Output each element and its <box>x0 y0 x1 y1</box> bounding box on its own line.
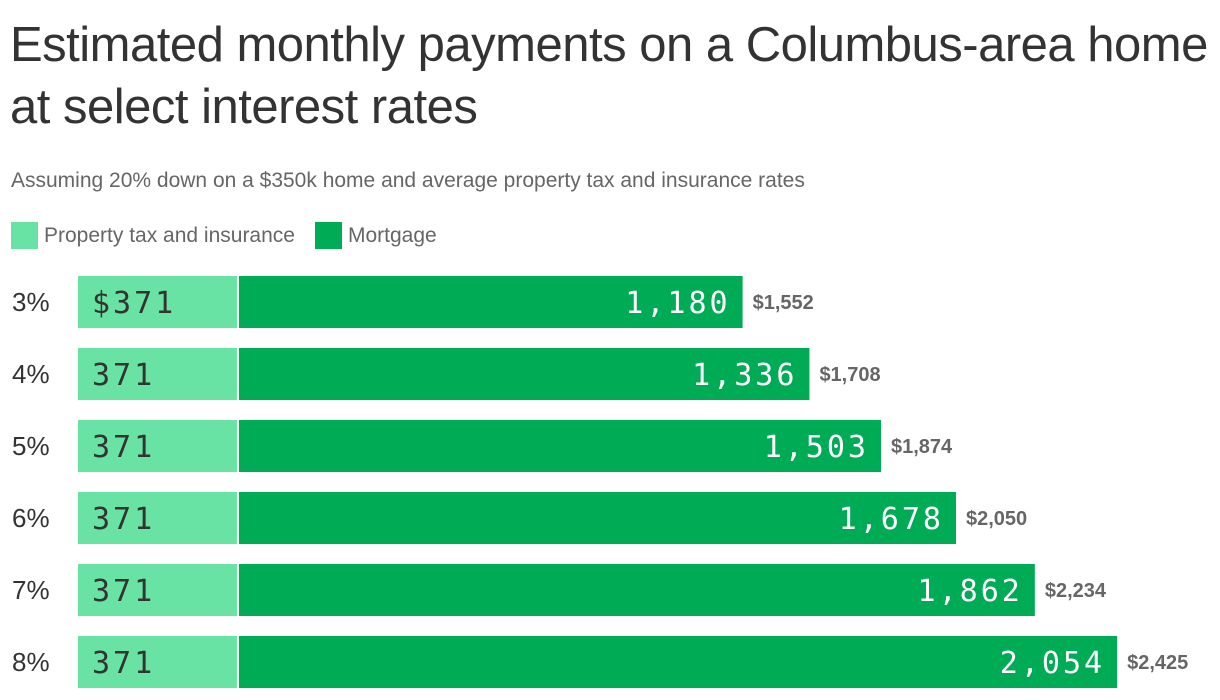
bar-label-mortgage: 2,054 <box>1000 646 1105 681</box>
bar-segment-mortgage <box>238 636 1118 688</box>
bar-label-mortgage: 1,678 <box>839 502 944 537</box>
bar-segment-property-tax <box>78 564 237 616</box>
bar-total-label: $1,552 <box>753 292 814 314</box>
bar-total-label: $2,234 <box>1045 580 1107 602</box>
bar-total-label: $1,708 <box>819 364 880 386</box>
rate-label: 6% <box>12 503 50 533</box>
rate-label: 5% <box>12 431 50 461</box>
bar-label-property-tax: 371 <box>92 646 155 681</box>
bar-segment-mortgage <box>238 492 956 544</box>
chart-subtitle: Assuming 20% down on a $350k home and av… <box>11 169 805 192</box>
bar-segment-mortgage <box>238 564 1035 616</box>
chart-title: Estimated monthly payments on a Columbus… <box>10 18 1208 134</box>
legend-swatch-property-tax <box>11 222 38 249</box>
bar-label-property-tax: 371 <box>92 358 155 393</box>
bar-total-label: $2,425 <box>1127 652 1188 674</box>
bar-segment-property-tax <box>78 420 237 472</box>
rate-label: 7% <box>12 575 50 605</box>
legend-label-property-tax: Property tax and insurance <box>44 223 295 247</box>
legend: Property tax and insurance Mortgage <box>11 222 457 249</box>
bar-segment-property-tax <box>78 276 237 328</box>
bar-segment-property-tax <box>78 348 237 400</box>
rate-label: 4% <box>12 359 50 389</box>
rate-label: 8% <box>12 647 50 677</box>
bar-label-mortgage: 1,336 <box>692 358 797 393</box>
bar-label-mortgage: 1,862 <box>918 574 1023 609</box>
bar-segment-mortgage <box>238 348 810 400</box>
legend-label-mortgage: Mortgage <box>347 223 437 247</box>
bar-total-label: $1,874 <box>891 436 953 458</box>
bar-label-mortgage: 1,503 <box>764 430 869 465</box>
bar-label-property-tax: 371 <box>92 574 155 609</box>
legend-item-property-tax: Property tax and insurance <box>11 222 295 249</box>
bar-label-property-tax: 371 <box>92 502 155 537</box>
bar-segment-mortgage <box>238 276 743 328</box>
bar-segment-property-tax <box>78 636 237 688</box>
rate-label: 3% <box>12 287 50 317</box>
bar-label-property-tax: 371 <box>92 430 155 465</box>
bar-segment-property-tax <box>78 492 237 544</box>
legend-swatch-mortgage <box>314 222 342 249</box>
bar-total-label: $2,050 <box>966 508 1027 530</box>
bar-label-property-tax: $371 <box>92 286 176 321</box>
bar-segment-mortgage <box>238 420 882 472</box>
bar-label-mortgage: 1,180 <box>625 286 730 321</box>
legend-item-mortgage: Mortgage <box>314 222 437 249</box>
